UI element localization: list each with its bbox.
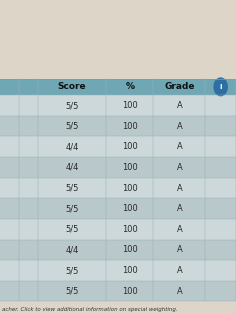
Text: A: A: [177, 225, 182, 234]
Bar: [0, 178, 236, 198]
Text: 100: 100: [122, 266, 138, 275]
Bar: [0, 219, 236, 240]
Text: Grade: Grade: [164, 82, 195, 91]
Text: 100: 100: [122, 183, 138, 192]
Text: acher. Click to view additional information on special weighting.: acher. Click to view additional informat…: [2, 307, 178, 312]
Text: 5/5: 5/5: [65, 287, 79, 295]
Text: 5/5: 5/5: [65, 266, 79, 275]
Bar: [0, 116, 236, 137]
Text: 100: 100: [122, 245, 138, 254]
Text: 4/4: 4/4: [65, 245, 79, 254]
Circle shape: [214, 78, 227, 96]
Text: %: %: [125, 82, 134, 91]
Text: 5/5: 5/5: [65, 183, 79, 192]
Text: Score: Score: [58, 82, 86, 91]
Text: i: i: [219, 84, 222, 90]
Bar: [0, 157, 236, 178]
Text: A: A: [177, 245, 182, 254]
Text: A: A: [177, 204, 182, 213]
Text: 5/5: 5/5: [65, 101, 79, 110]
Bar: [0, 198, 236, 219]
Text: 4/4: 4/4: [65, 142, 79, 151]
Bar: [0, 95, 236, 116]
Text: 5/5: 5/5: [65, 122, 79, 131]
Text: A: A: [177, 101, 182, 110]
Text: 100: 100: [122, 142, 138, 151]
Bar: [0, 281, 236, 301]
Text: 100: 100: [122, 122, 138, 131]
Text: 4/4: 4/4: [65, 163, 79, 172]
Bar: [0, 78, 236, 95]
Bar: [0, 78, 236, 301]
Text: A: A: [177, 122, 182, 131]
Bar: [0, 260, 236, 281]
Text: 100: 100: [122, 204, 138, 213]
Text: 100: 100: [122, 287, 138, 295]
Text: 5/5: 5/5: [65, 204, 79, 213]
Text: 5/5: 5/5: [65, 225, 79, 234]
Text: A: A: [177, 266, 182, 275]
Text: A: A: [177, 287, 182, 295]
Bar: [0, 240, 236, 260]
Text: 100: 100: [122, 101, 138, 110]
Text: 100: 100: [122, 163, 138, 172]
Text: A: A: [177, 163, 182, 172]
Text: 100: 100: [122, 225, 138, 234]
Bar: [0, 0, 236, 78]
Text: A: A: [177, 142, 182, 151]
Text: A: A: [177, 183, 182, 192]
Bar: [0, 137, 236, 157]
